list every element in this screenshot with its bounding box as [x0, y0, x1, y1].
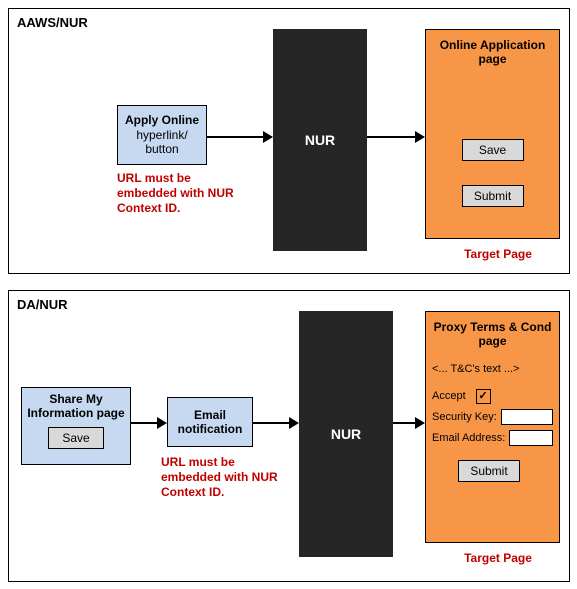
panel2-title: DA/NUR: [17, 297, 68, 312]
accept-row: Accept ✓: [432, 389, 553, 404]
nur-label-1: NUR: [305, 132, 335, 148]
arrow-share-to-email: [131, 413, 167, 433]
arrow-nur-to-target-2: [393, 413, 425, 433]
apply-online-box: Apply Online hyperlink/ button: [117, 105, 207, 165]
target-page-label-1: Target Page: [453, 247, 543, 261]
panel-da-nur: DA/NUR Share My Information page Save Em…: [8, 290, 570, 582]
target1-title: Online Application page: [432, 38, 553, 67]
panel1-title: AAWS/NUR: [17, 15, 88, 30]
share-info-header: Share My Information page: [26, 392, 126, 421]
tc-text: <... T&C's text ...>: [432, 363, 553, 375]
share-save-button[interactable]: Save: [48, 427, 104, 449]
email-row: Email Address:: [432, 430, 553, 446]
target2-title: Proxy Terms & Cond page: [432, 320, 553, 349]
nur-bar-2: NUR: [299, 311, 393, 557]
save-button-1[interactable]: Save: [462, 139, 524, 161]
apply-online-header: Apply Online: [122, 113, 202, 127]
panel-aaws-nur: AAWS/NUR Apply Online hyperlink/ button …: [8, 8, 570, 274]
nur-label-2: NUR: [331, 426, 361, 442]
security-key-row: Security Key:: [432, 409, 553, 425]
security-key-input[interactable]: [501, 409, 553, 425]
submit-button-1[interactable]: Submit: [462, 185, 524, 207]
arrow-apply-to-nur: [207, 127, 273, 147]
target-page-label-2: Target Page: [453, 551, 543, 565]
email-label: Email Address:: [432, 432, 505, 444]
email-notification-text: Email notification: [172, 408, 248, 437]
diagram-canvas: AAWS/NUR Apply Online hyperlink/ button …: [0, 0, 577, 589]
security-key-label: Security Key:: [432, 411, 497, 423]
accept-checkbox[interactable]: ✓: [476, 389, 491, 404]
submit-button-2[interactable]: Submit: [458, 460, 520, 482]
arrow-email-to-nur: [253, 413, 299, 433]
accept-label: Accept: [432, 390, 466, 402]
online-application-page: Online Application page Save Submit: [425, 29, 560, 239]
email-input[interactable]: [509, 430, 553, 446]
email-notification-box: Email notification: [167, 397, 253, 447]
share-info-box: Share My Information page Save: [21, 387, 131, 465]
proxy-terms-page: Proxy Terms & Cond page <... T&C's text …: [425, 311, 560, 543]
nur-bar-1: NUR: [273, 29, 367, 251]
note-1: URL must be embedded with NUR Context ID…: [117, 171, 237, 216]
arrow-nur-to-target-1: [367, 127, 425, 147]
apply-online-subtext: hyperlink/ button: [122, 128, 202, 157]
note-2: URL must be embedded with NUR Context ID…: [161, 455, 281, 500]
